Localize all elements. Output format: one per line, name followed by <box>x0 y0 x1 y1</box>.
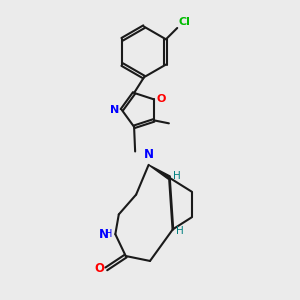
Text: N: N <box>144 148 154 161</box>
Text: H: H <box>173 171 181 181</box>
Text: Cl: Cl <box>178 17 190 27</box>
Text: H: H <box>105 229 112 239</box>
Text: N: N <box>110 105 119 115</box>
Text: O: O <box>156 94 166 104</box>
Polygon shape <box>148 165 170 179</box>
Text: H: H <box>176 226 184 236</box>
Text: N: N <box>99 228 109 241</box>
Text: O: O <box>94 262 104 275</box>
